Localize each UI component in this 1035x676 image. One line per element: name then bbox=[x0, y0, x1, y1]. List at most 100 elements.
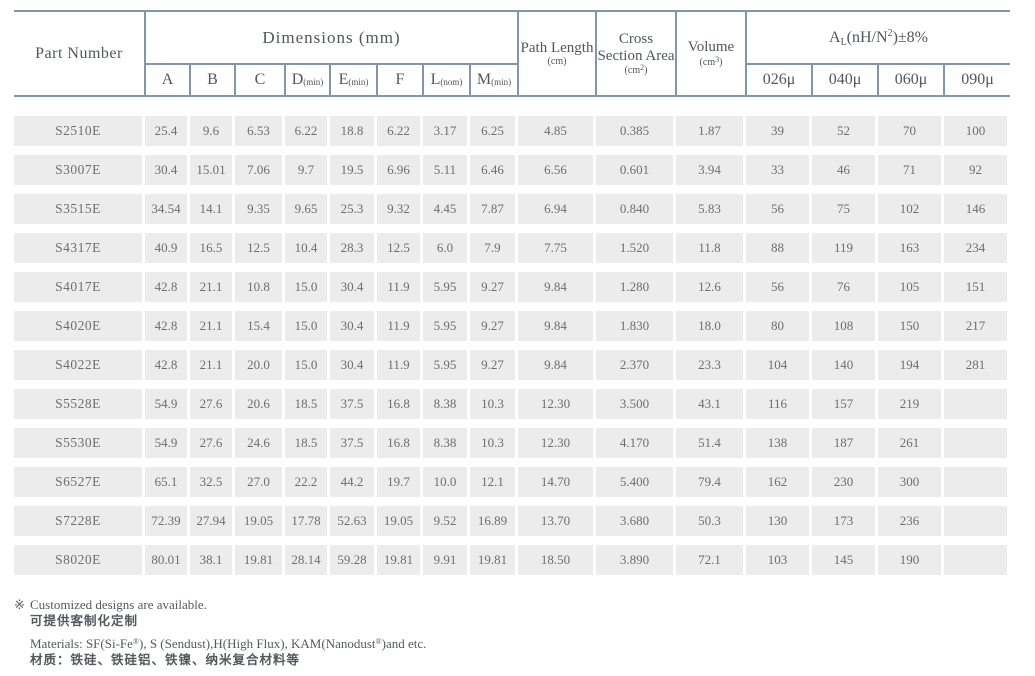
cell-dimension: 18.8 bbox=[330, 116, 374, 146]
cell-dimension: 20.0 bbox=[235, 350, 282, 380]
table-row: S4317E 40.9 16.5 12.5 10.4 28.3 12.5 6.0 7.9 7.75… bbox=[14, 233, 1007, 263]
cell-volume: 72.1 bbox=[676, 545, 743, 575]
cell-path-length: 12.30 bbox=[518, 428, 593, 458]
cell-dimension: 8.38 bbox=[423, 389, 467, 419]
cell-dimension: 6.22 bbox=[285, 116, 327, 146]
cell-dimension: 16.8 bbox=[377, 389, 420, 419]
cell-dimension: 34.54 bbox=[145, 194, 187, 224]
footnote-materials-en: Materials: SF(Si-Fe®), S (Sendust),H(Hig… bbox=[30, 635, 427, 651]
cell-al-value: 261 bbox=[878, 428, 941, 458]
cell-volume: 3.94 bbox=[676, 155, 743, 185]
cell-dimension: 9.7 bbox=[285, 155, 327, 185]
cell-dimension: 19.81 bbox=[377, 545, 420, 575]
cell-cross-section: 1.280 bbox=[596, 272, 673, 302]
cell-dimension: 9.27 bbox=[470, 272, 515, 302]
footnote-materials: Materials: SF(Si-Fe®), S (Sendust),H(Hig… bbox=[14, 636, 1035, 668]
cell-path-length: 9.84 bbox=[518, 350, 593, 380]
cell-dimension: 4.45 bbox=[423, 194, 467, 224]
column-header-dim-b: B bbox=[189, 63, 236, 97]
cell-dimension: 7.87 bbox=[470, 194, 515, 224]
cell-dimension: 5.11 bbox=[423, 155, 467, 185]
cell-dimension: 27.0 bbox=[235, 467, 282, 497]
cell-cross-section: 3.500 bbox=[596, 389, 673, 419]
volume-title: Volume bbox=[687, 39, 735, 56]
spec-table-rows: S2510E 25.4 9.6 6.53 6.22 18.8 6.22 3.17 6.25 4.8… bbox=[14, 116, 1007, 575]
cell-part-number: S8020E bbox=[14, 545, 142, 575]
cell-cross-section: 0.601 bbox=[596, 155, 673, 185]
cell-al-value: 92 bbox=[944, 155, 1007, 185]
cell-al-value: 219 bbox=[878, 389, 941, 419]
cell-dimension: 19.05 bbox=[377, 506, 420, 536]
cell-dimension: 12.5 bbox=[377, 233, 420, 263]
cell-dimension: 3.17 bbox=[423, 116, 467, 146]
cell-part-number: S4017E bbox=[14, 272, 142, 302]
cell-dimension: 5.95 bbox=[423, 311, 467, 341]
cell-dimension: 27.6 bbox=[190, 389, 232, 419]
cell-part-number: S3007E bbox=[14, 155, 142, 185]
cell-dimension: 7.06 bbox=[235, 155, 282, 185]
cell-al-value: 217 bbox=[944, 311, 1007, 341]
cell-al-value: 187 bbox=[812, 428, 875, 458]
cell-dimension: 27.94 bbox=[190, 506, 232, 536]
cell-al-value: 190 bbox=[878, 545, 941, 575]
cell-dimension: 19.7 bbox=[377, 467, 420, 497]
cell-al-value: 281 bbox=[944, 350, 1007, 380]
cell-dimension: 42.8 bbox=[145, 311, 187, 341]
cell-al-value: 116 bbox=[746, 389, 809, 419]
table-row: S6527E 65.1 32.5 27.0 22.2 44.2 19.7 10.0 12.1 14… bbox=[14, 467, 1007, 497]
cell-part-number: S4022E bbox=[14, 350, 142, 380]
cell-al-value bbox=[944, 506, 1007, 536]
table-row: S5528E 54.9 27.6 20.6 18.5 37.5 16.8 8.38 10.3 12… bbox=[14, 389, 1007, 419]
cell-al-value: 138 bbox=[746, 428, 809, 458]
cell-al-value: 157 bbox=[812, 389, 875, 419]
table-row: S3007E 30.4 15.01 7.06 9.7 19.5 6.96 5.11 6.46 6.… bbox=[14, 155, 1007, 185]
cell-dimension: 30.4 bbox=[145, 155, 187, 185]
cell-cross-section: 4.170 bbox=[596, 428, 673, 458]
cell-dimension: 22.2 bbox=[285, 467, 327, 497]
table-row: S4020E 42.8 21.1 15.4 15.0 30.4 11.9 5.95 9.27 9.… bbox=[14, 311, 1007, 341]
cell-dimension: 28.3 bbox=[330, 233, 374, 263]
cell-dimension: 9.91 bbox=[423, 545, 467, 575]
cell-dimension: 19.81 bbox=[470, 545, 515, 575]
cross-section-unit: (cm2) bbox=[624, 62, 648, 76]
cell-dimension: 25.4 bbox=[145, 116, 187, 146]
cell-dimension: 28.14 bbox=[285, 545, 327, 575]
cell-dimension: 54.9 bbox=[145, 389, 187, 419]
cell-volume: 51.4 bbox=[676, 428, 743, 458]
cell-dimension: 72.39 bbox=[145, 506, 187, 536]
cell-dimension: 10.0 bbox=[423, 467, 467, 497]
cell-dimension: 19.5 bbox=[330, 155, 374, 185]
cell-cross-section: 3.680 bbox=[596, 506, 673, 536]
table-row: S4017E 42.8 21.1 10.8 15.0 30.4 11.9 5.95 9.27 9.… bbox=[14, 272, 1007, 302]
cell-dimension: 6.53 bbox=[235, 116, 282, 146]
cell-dimension: 65.1 bbox=[145, 467, 187, 497]
cell-al-value: 300 bbox=[878, 467, 941, 497]
cell-dimension: 6.46 bbox=[470, 155, 515, 185]
cell-al-value: 162 bbox=[746, 467, 809, 497]
cell-al-value: 56 bbox=[746, 194, 809, 224]
footnote-customized: ※ Customized designs are available. 可提供客… bbox=[14, 597, 1035, 629]
cell-dimension: 42.8 bbox=[145, 272, 187, 302]
cell-dimension: 6.96 bbox=[377, 155, 420, 185]
cell-dimension: 21.1 bbox=[190, 272, 232, 302]
cell-part-number: S3515E bbox=[14, 194, 142, 224]
registered-mark-icon: ® bbox=[132, 636, 139, 646]
cell-dimension: 9.52 bbox=[423, 506, 467, 536]
cell-al-value: 75 bbox=[812, 194, 875, 224]
column-group-dimensions: Dimensions (mm) bbox=[144, 10, 519, 65]
cell-dimension: 12.1 bbox=[470, 467, 515, 497]
cell-al-value: 140 bbox=[812, 350, 875, 380]
spec-table-header: Part Number Dimensions (mm) Path Length … bbox=[14, 10, 1010, 97]
footnote-customized-en: Customized designs are available. bbox=[30, 597, 207, 612]
cell-dimension: 38.1 bbox=[190, 545, 232, 575]
cell-dimension: 32.5 bbox=[190, 467, 232, 497]
cell-dimension: 9.65 bbox=[285, 194, 327, 224]
cell-part-number: S4317E bbox=[14, 233, 142, 263]
cell-dimension: 5.95 bbox=[423, 350, 467, 380]
cell-dimension: 11.9 bbox=[377, 350, 420, 380]
cell-dimension: 37.5 bbox=[330, 389, 374, 419]
cell-al-value: 163 bbox=[878, 233, 941, 263]
cell-dimension: 16.5 bbox=[190, 233, 232, 263]
cell-path-length: 6.94 bbox=[518, 194, 593, 224]
cell-al-value: 52 bbox=[812, 116, 875, 146]
